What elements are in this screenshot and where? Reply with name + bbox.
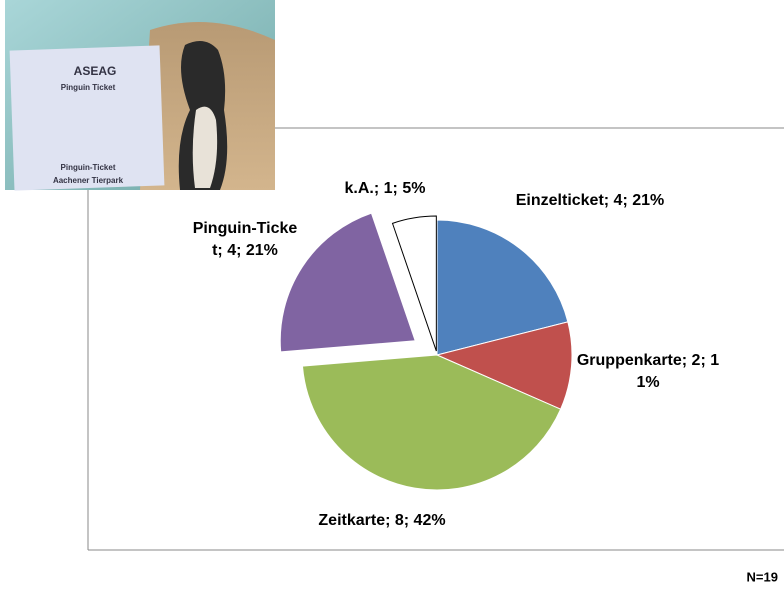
data-label: Gruppenkarte; 2; 11%	[573, 350, 723, 394]
pie-slice	[280, 213, 415, 352]
page: ASEAG Pinguin Ticket Pinguin-Ticket Aach…	[0, 0, 784, 589]
ticket-text: Aachener Tierpark	[53, 176, 124, 185]
note: N=19	[747, 569, 778, 584]
ticket-text: ASEAG	[74, 64, 117, 78]
ticket-text: Pinguin-Ticket	[61, 163, 116, 172]
photo: ASEAG Pinguin Ticket Pinguin-Ticket Aach…	[5, 0, 275, 191]
data-label: Pinguin-Ticket; 4; 21%	[190, 218, 300, 262]
data-label: k.A.; 1; 5%	[325, 178, 445, 200]
data-label: Einzelticket; 4; 21%	[515, 190, 665, 212]
chart: ASEAG Pinguin Ticket Pinguin-Ticket Aach…	[0, 0, 784, 589]
ticket-text: Pinguin Ticket	[61, 83, 116, 92]
data-label: Zeitkarte; 8; 42%	[317, 510, 447, 532]
